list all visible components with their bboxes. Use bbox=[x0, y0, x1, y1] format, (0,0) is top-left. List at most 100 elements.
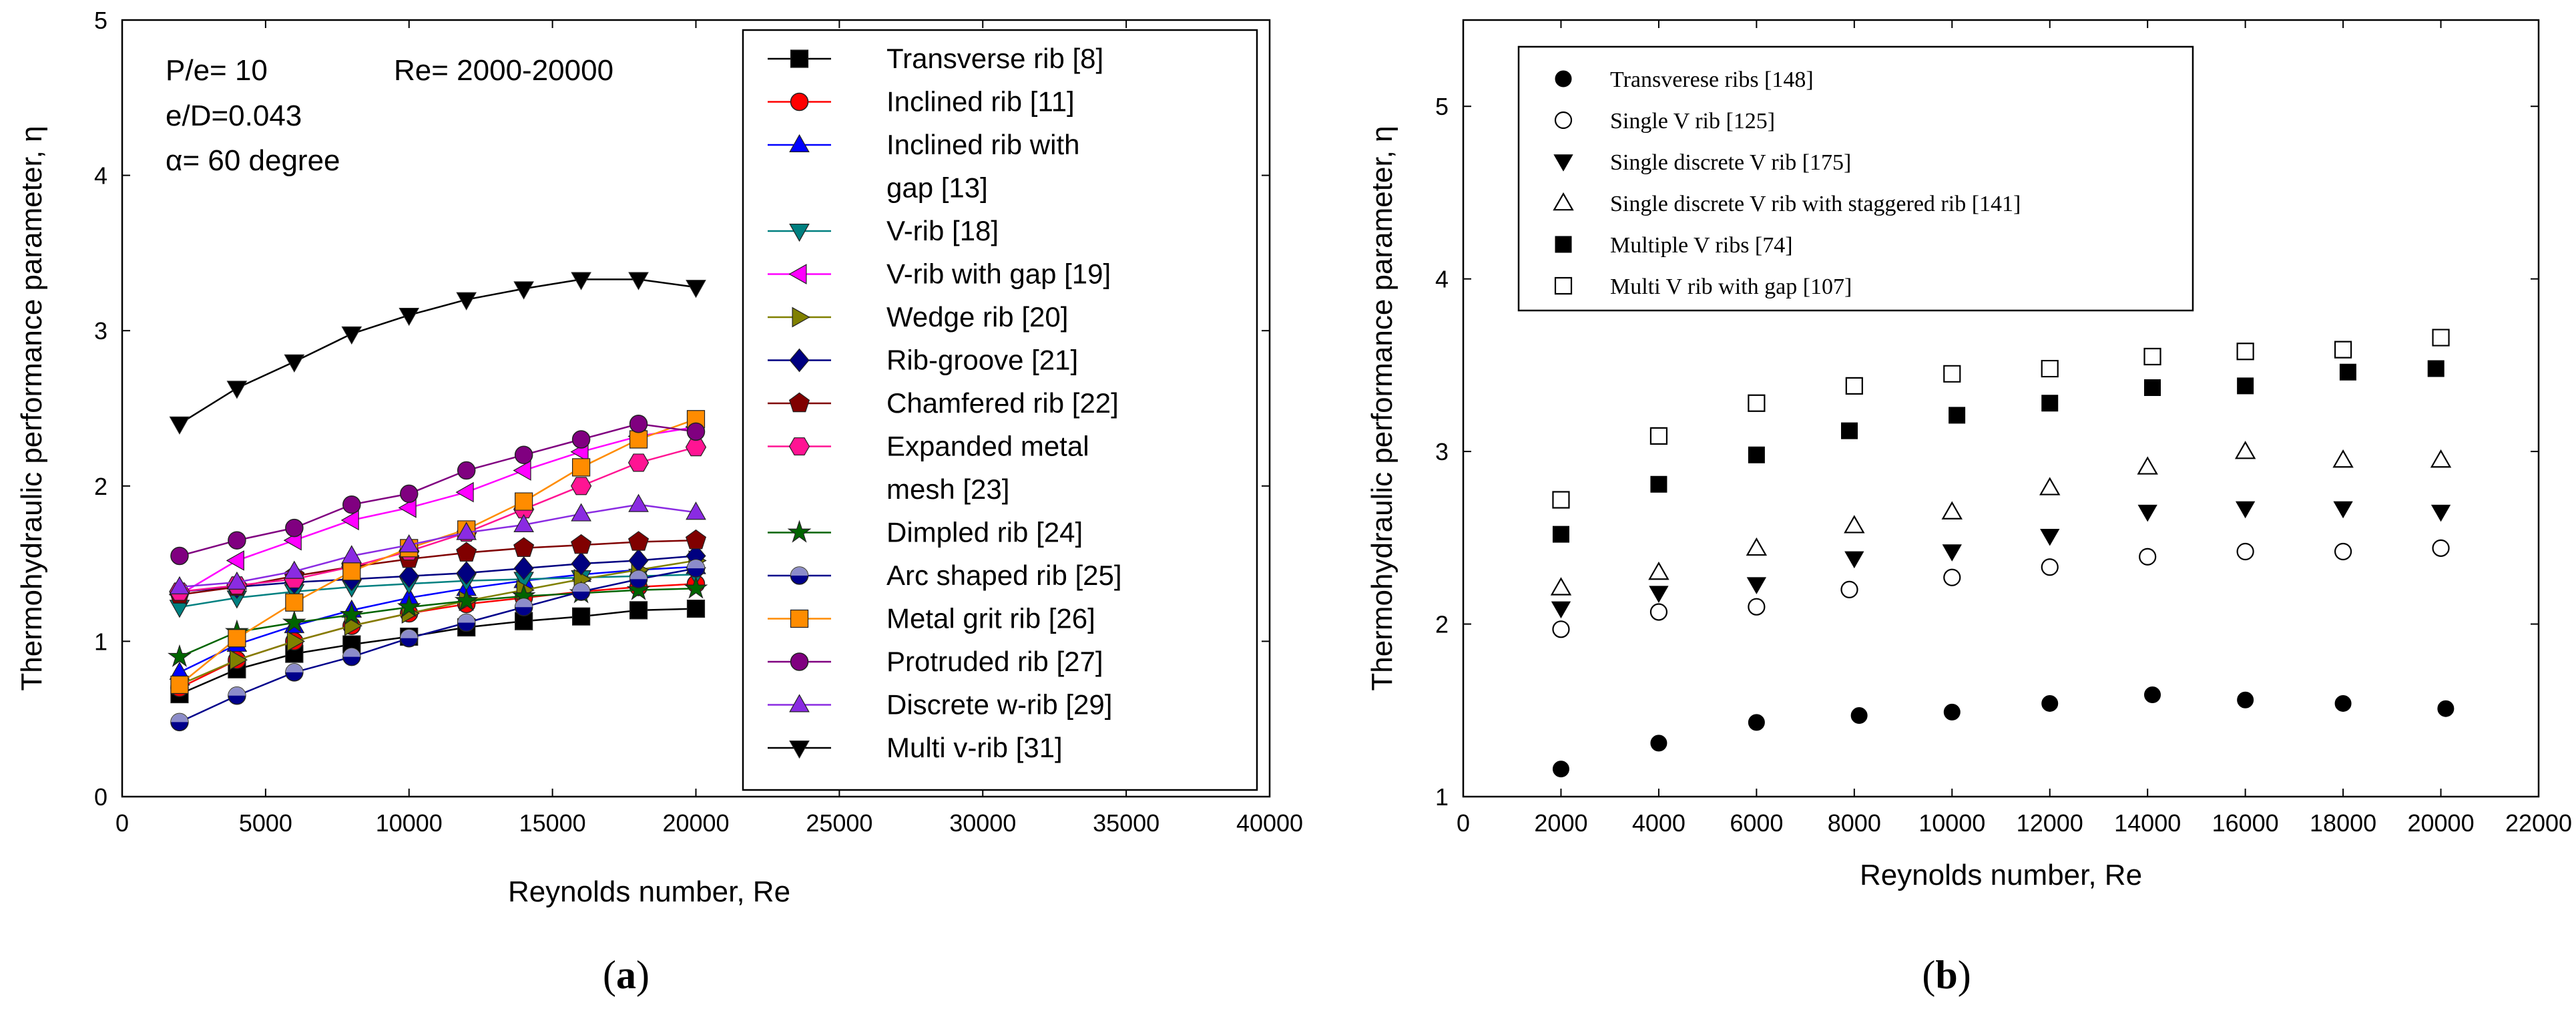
series-path bbox=[179, 426, 696, 596]
legend-label: V-rib with gap [19] bbox=[886, 258, 1111, 290]
x-tick-label: 18000 bbox=[2310, 809, 2376, 837]
legend-label: Inclined rib [11] bbox=[886, 86, 1075, 118]
data-point bbox=[628, 493, 649, 512]
data-point bbox=[570, 477, 592, 495]
data-point bbox=[629, 415, 648, 433]
series-points bbox=[1552, 329, 2450, 509]
data-point bbox=[2235, 501, 2256, 519]
data-point bbox=[2430, 504, 2451, 522]
series-points bbox=[1552, 539, 2450, 638]
legend-entry: Multi v-rib [31] bbox=[768, 732, 1063, 763]
x-tick-label: 35000 bbox=[1093, 809, 1160, 837]
data-point bbox=[285, 593, 304, 612]
x-tick-label: 15000 bbox=[519, 809, 586, 837]
legend-label: Multi v-rib [31] bbox=[886, 732, 1063, 763]
x-tick-label: 0 bbox=[115, 809, 129, 837]
legend-entry: Transverese ribs [148] bbox=[1555, 67, 1814, 92]
y-tick-label: 4 bbox=[94, 162, 107, 190]
series-path bbox=[179, 503, 696, 588]
data-point bbox=[2432, 329, 2450, 347]
data-point bbox=[399, 564, 419, 588]
data-point bbox=[513, 514, 534, 532]
data-point bbox=[226, 381, 248, 399]
y-tick-label: 1 bbox=[94, 628, 107, 655]
series-points bbox=[1550, 441, 2452, 596]
legend-swatch-marker bbox=[788, 264, 807, 284]
data-point bbox=[627, 453, 650, 472]
legend-label: Multi V rib with gap [107] bbox=[1610, 274, 1852, 299]
legend-label: V-rib [18] bbox=[886, 215, 999, 246]
data-point bbox=[2333, 501, 2353, 519]
data-point bbox=[455, 481, 474, 503]
plot-frame bbox=[1462, 19, 2540, 798]
data-point bbox=[169, 416, 190, 435]
marker-highlight bbox=[572, 582, 590, 592]
legend-swatch-marker bbox=[1554, 111, 1573, 130]
x-tick-label: 0 bbox=[1457, 809, 1470, 837]
data-point bbox=[686, 501, 706, 520]
series-line bbox=[168, 576, 708, 667]
legend-swatch-marker bbox=[790, 609, 809, 628]
legend-swatch-marker bbox=[1553, 192, 1574, 211]
data-point bbox=[226, 550, 244, 571]
data-point bbox=[2437, 700, 2455, 717]
data-point bbox=[571, 534, 592, 554]
series-path bbox=[179, 423, 696, 557]
data-point bbox=[1942, 544, 1962, 562]
data-point bbox=[2234, 441, 2256, 459]
x-tick-label: 2000 bbox=[1534, 809, 1587, 837]
series-line bbox=[170, 599, 706, 704]
legend-label: Protruded rib [27] bbox=[886, 646, 1103, 677]
series-line bbox=[170, 559, 706, 732]
x-tick-label: 5000 bbox=[239, 809, 292, 837]
legend-swatch-marker bbox=[789, 224, 810, 242]
series-points bbox=[1552, 686, 2455, 778]
data-point bbox=[341, 326, 362, 345]
data-point bbox=[454, 588, 479, 612]
data-point bbox=[2040, 529, 2060, 546]
data-point bbox=[1943, 568, 1961, 586]
legend-swatch-marker bbox=[789, 694, 810, 712]
y-tick-label: 3 bbox=[94, 317, 107, 345]
panel-a-series bbox=[168, 272, 708, 732]
series-path bbox=[179, 566, 696, 674]
legend-entry: Discrete w-rib [29] bbox=[768, 689, 1112, 721]
legend-entry: Inclined rib [11] bbox=[768, 86, 1075, 118]
data-point bbox=[1844, 551, 1864, 569]
marker-body bbox=[285, 518, 304, 538]
legend-label: Single discrete V rib [175] bbox=[1610, 150, 1851, 175]
series-line bbox=[172, 550, 707, 695]
x-tick-label: 20000 bbox=[2407, 809, 2474, 837]
data-point bbox=[686, 280, 706, 298]
series-path bbox=[179, 555, 696, 593]
data-point bbox=[571, 430, 591, 449]
panel-label-a: (a) bbox=[603, 953, 650, 997]
data-point bbox=[228, 531, 246, 550]
data-point bbox=[626, 577, 651, 600]
data-point bbox=[398, 497, 417, 518]
legend-swatch-marker bbox=[1554, 276, 1573, 295]
panel-label-letter: a bbox=[616, 953, 636, 997]
legend-box bbox=[1517, 45, 2194, 312]
data-point bbox=[2039, 477, 2061, 495]
data-point bbox=[282, 610, 306, 633]
data-point bbox=[341, 545, 362, 564]
series-path bbox=[179, 560, 696, 686]
panel-a-legend: Transverse rib [8] Inclined rib [11] Incli… bbox=[742, 29, 1258, 791]
data-point bbox=[1746, 577, 1767, 594]
x-tick-label: 12000 bbox=[2017, 809, 2083, 837]
legend-label: gap [13] bbox=[886, 172, 988, 204]
x-tick-label: 40000 bbox=[1236, 809, 1303, 837]
legend-entry: Expanded metal mesh [23] bbox=[768, 431, 1089, 505]
marker-highlight bbox=[285, 663, 303, 672]
legend-entry: V-rib with gap [19] bbox=[768, 258, 1111, 290]
legend-swatch-marker bbox=[1553, 154, 1573, 172]
series-line bbox=[170, 415, 706, 566]
panel-label-open: ( bbox=[1922, 953, 1935, 997]
y-tick-label: 0 bbox=[94, 783, 107, 811]
x-tick-label: 22000 bbox=[2505, 809, 2572, 837]
data-point bbox=[2237, 691, 2254, 708]
legend-entry: Inclined rib with gap [13] bbox=[768, 129, 1079, 204]
data-point bbox=[629, 601, 648, 620]
data-point bbox=[400, 628, 419, 648]
